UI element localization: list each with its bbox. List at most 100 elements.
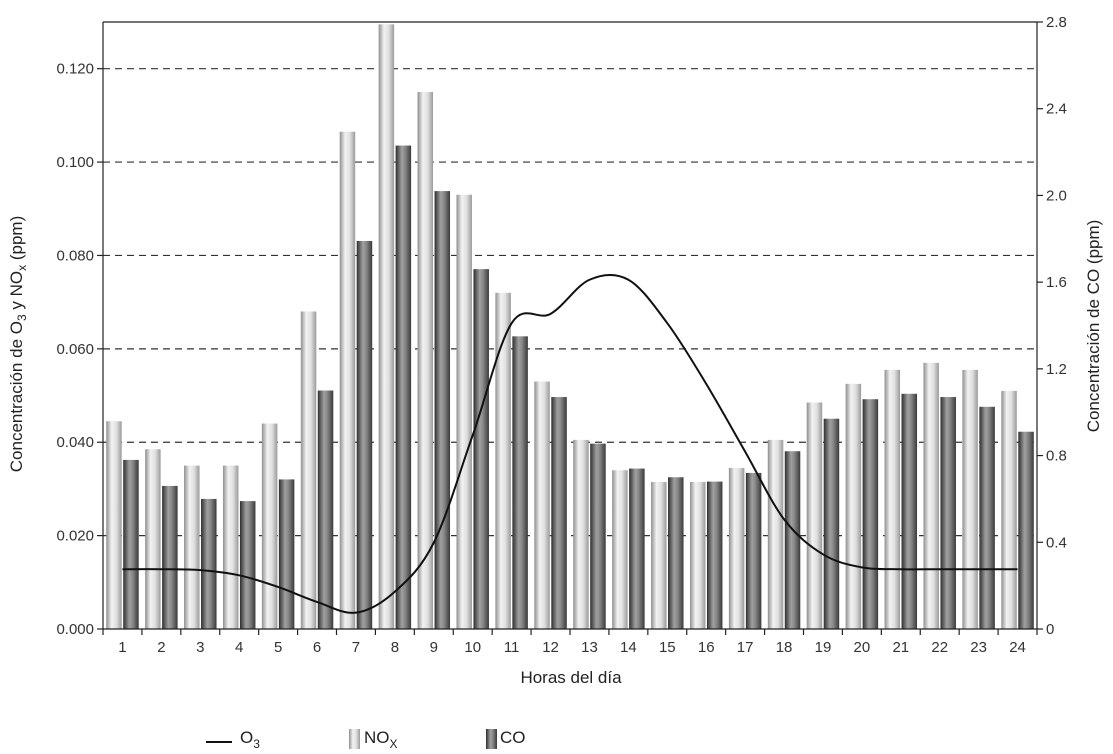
x-tick-label-8: 8 bbox=[391, 639, 399, 656]
right-y-axis-title: Concentración de CO (ppm) bbox=[1084, 220, 1103, 433]
legend-item-co: CO bbox=[486, 728, 526, 749]
nox-bar-13 bbox=[573, 439, 589, 629]
left-tick-label-5: 0.100 bbox=[56, 154, 94, 171]
x-tick-label-17: 17 bbox=[737, 639, 754, 656]
co-bar-24 bbox=[1018, 431, 1034, 629]
x-tick-label-21: 21 bbox=[892, 639, 909, 656]
x-axis-title: Horas del día bbox=[520, 668, 622, 687]
co-bar-5 bbox=[278, 479, 295, 629]
x-tick-label-9: 9 bbox=[430, 639, 438, 656]
co-bar-16 bbox=[706, 481, 723, 629]
x-tick-label-13: 13 bbox=[581, 639, 598, 656]
x-tick-label-7: 7 bbox=[352, 639, 360, 656]
left-tick-label-1: 0.020 bbox=[56, 528, 94, 545]
co-bar-9 bbox=[434, 191, 451, 630]
legend-co-swatch bbox=[486, 729, 497, 749]
co-bar-2 bbox=[162, 485, 178, 629]
right-tick-label-0: 0 bbox=[1046, 621, 1054, 638]
nox-bar-22 bbox=[923, 362, 939, 629]
x-tick-label-4: 4 bbox=[235, 639, 243, 656]
nox-bar-18 bbox=[767, 439, 784, 629]
x-tick-label-3: 3 bbox=[196, 639, 204, 656]
x-tick-label-6: 6 bbox=[313, 639, 321, 656]
right-tick-label-5: 2.0 bbox=[1046, 187, 1067, 204]
x-tick-label-20: 20 bbox=[854, 639, 871, 656]
x-tick-label-14: 14 bbox=[620, 639, 637, 656]
nox-bar-8 bbox=[378, 24, 395, 630]
nox-bar-16 bbox=[689, 481, 706, 629]
co-bar-6 bbox=[317, 390, 334, 629]
co-bar-12 bbox=[551, 397, 567, 629]
legend-item-nox: NOX bbox=[349, 728, 398, 751]
left-tick-label-2: 0.040 bbox=[56, 434, 94, 451]
co-bar-18 bbox=[784, 451, 801, 629]
x-tick-label-12: 12 bbox=[542, 639, 559, 656]
legend-co-label: CO bbox=[500, 728, 526, 747]
nox-bar-12 bbox=[534, 381, 550, 629]
x-tick-label-15: 15 bbox=[659, 639, 676, 656]
co-bar-3 bbox=[201, 498, 217, 629]
right-tick-label-2: 0.8 bbox=[1046, 448, 1067, 465]
bars bbox=[106, 24, 1034, 630]
x-tick-label-10: 10 bbox=[464, 639, 481, 656]
right-tick-label-7: 2.8 bbox=[1046, 14, 1067, 31]
nox-bar-5 bbox=[261, 423, 278, 629]
legend-o3-label: O3 bbox=[240, 728, 260, 751]
x-tick-label-5: 5 bbox=[274, 639, 282, 656]
legend-nox-label: NOX bbox=[364, 728, 398, 751]
co-bar-13 bbox=[590, 443, 606, 629]
nox-bar-24 bbox=[1001, 390, 1017, 629]
nox-bar-15 bbox=[651, 481, 667, 629]
o3-line-layer bbox=[122, 273, 1018, 614]
nox-bar-20 bbox=[845, 383, 862, 629]
x-tick-label-11: 11 bbox=[504, 639, 520, 656]
left-y-axis-title: Concentración de O3 y NOx (ppm) bbox=[7, 216, 29, 472]
co-bar-15 bbox=[668, 477, 684, 629]
x-tick-label-23: 23 bbox=[970, 639, 987, 656]
legend-nox-swatch bbox=[349, 729, 360, 749]
x-tick-label-1: 1 bbox=[118, 639, 126, 656]
nox-bar-19 bbox=[806, 402, 823, 629]
co-bar-23 bbox=[979, 406, 995, 629]
nox-bar-1 bbox=[106, 421, 122, 629]
x-tick-label-19: 19 bbox=[815, 639, 832, 656]
right-tick-label-1: 0.4 bbox=[1046, 534, 1067, 551]
co-bar-17 bbox=[745, 472, 762, 629]
x-tick-label-18: 18 bbox=[776, 639, 793, 656]
nox-bar-21 bbox=[884, 369, 901, 629]
left-tick-label-4: 0.080 bbox=[56, 247, 94, 264]
co-bar-11 bbox=[512, 336, 528, 629]
right-tick-label-3: 1.2 bbox=[1046, 361, 1067, 378]
axes: 0.000 0.020 0.040 0.060 0.080 0.100 0.120 0 0.4 0… bbox=[56, 14, 1066, 656]
nox-bar-6 bbox=[300, 311, 317, 629]
co-bar-20 bbox=[862, 399, 879, 629]
left-tick-label-6: 0.120 bbox=[56, 61, 94, 78]
nox-bar-23 bbox=[962, 369, 978, 629]
nox-bar-14 bbox=[612, 470, 628, 629]
co-bar-10 bbox=[473, 269, 489, 629]
nox-bar-7 bbox=[339, 131, 356, 629]
nox-bar-9 bbox=[417, 92, 434, 630]
x-tick-label-22: 22 bbox=[931, 639, 948, 656]
co-bar-14 bbox=[629, 468, 645, 629]
nox-bar-3 bbox=[184, 465, 200, 629]
nox-bar-4 bbox=[222, 465, 239, 629]
right-tick-label-4: 1.6 bbox=[1046, 274, 1067, 291]
co-bar-22 bbox=[940, 397, 956, 629]
x-tick-label-16: 16 bbox=[698, 639, 715, 656]
o3-line bbox=[122, 273, 1018, 614]
x-tick-label-2: 2 bbox=[157, 639, 165, 656]
nox-bar-17 bbox=[728, 467, 745, 629]
co-bar-8 bbox=[395, 145, 412, 629]
co-bar-4 bbox=[239, 501, 256, 629]
right-tick-label-6: 2.4 bbox=[1046, 101, 1067, 118]
co-bar-21 bbox=[901, 393, 918, 629]
legend: O3 NOX CO bbox=[206, 728, 526, 751]
nox-bar-2 bbox=[145, 449, 161, 629]
nox-bar-11 bbox=[495, 292, 511, 629]
legend-item-o3: O3 bbox=[206, 728, 260, 751]
left-tick-label-0: 0.000 bbox=[56, 621, 94, 638]
x-tick-label-24: 24 bbox=[1009, 639, 1026, 656]
